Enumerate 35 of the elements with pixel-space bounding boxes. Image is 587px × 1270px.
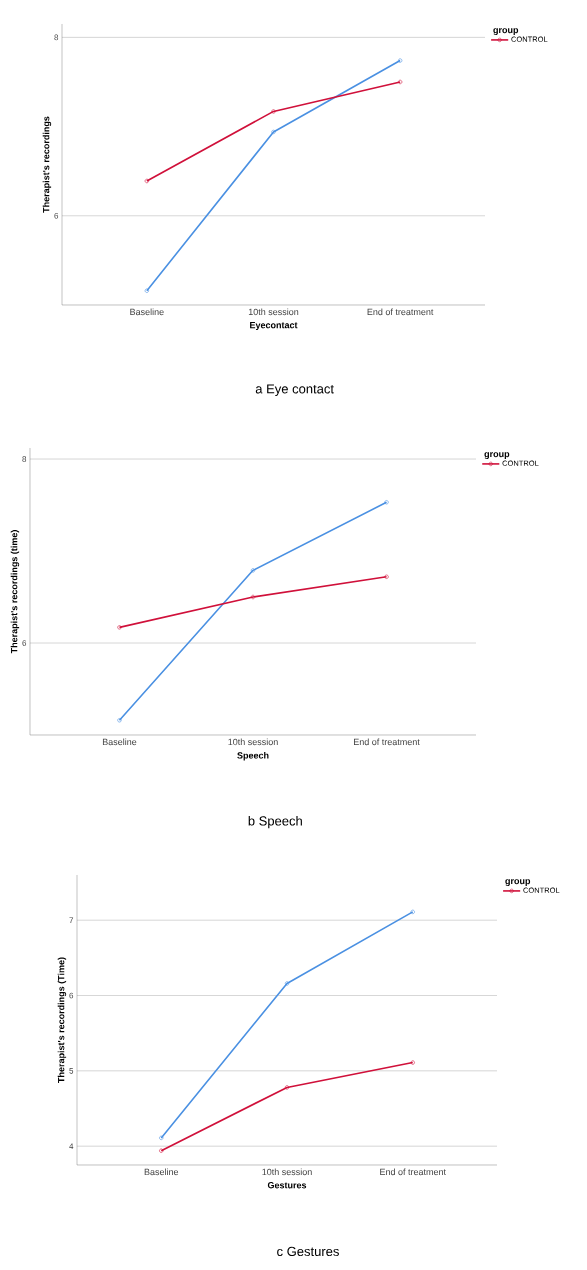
y-tick-label: 6 (22, 640, 27, 646)
y-axis-title: Therapist's recordings (time) (10, 530, 20, 654)
y-tick-label: 5 (69, 1068, 74, 1074)
point (284, 981, 290, 986)
y-tick-label: 8 (54, 34, 59, 41)
text: a Eye contact (255, 384, 334, 397)
x-tick-label: End of treatment (380, 1168, 446, 1176)
legend-title: group (505, 879, 531, 886)
text: c Gestures (277, 1246, 339, 1257)
y-tick-label: 6 (69, 992, 74, 999)
x-axis-title: Gestures (267, 1182, 307, 1189)
point (250, 568, 256, 573)
y-tick-label: 7 (69, 917, 74, 923)
x-tick-label: Baseline (144, 1168, 179, 1176)
x-tick-label: Baseline (102, 738, 137, 746)
y-tick-label: 8 (22, 456, 27, 462)
x-tick-label: End of treatment (367, 308, 434, 316)
y-tick-label: 4 (69, 1143, 74, 1149)
x-axis-title: Speech (237, 752, 269, 761)
x-tick-label: 10th session (248, 308, 299, 316)
x-tick-label: Baseline (130, 308, 164, 316)
x-tick-label: 10th session (228, 738, 278, 746)
x-tick-label: 10th session (262, 1168, 312, 1176)
y-axis-title: Therapist's recordings (42, 116, 52, 213)
x-axis-title: Eyecontact (250, 322, 298, 331)
legend-title: group (493, 28, 519, 35)
y-tick-label: 6 (54, 212, 59, 219)
point (271, 109, 276, 114)
text: b Speech (248, 816, 302, 829)
legend-title: group (484, 452, 510, 459)
y-axis-title: Therapist's recordings (Time) (57, 957, 67, 1083)
x-tick-label: End of treatment (354, 738, 420, 746)
point (250, 594, 256, 600)
point (284, 1085, 290, 1090)
point (271, 129, 276, 135)
